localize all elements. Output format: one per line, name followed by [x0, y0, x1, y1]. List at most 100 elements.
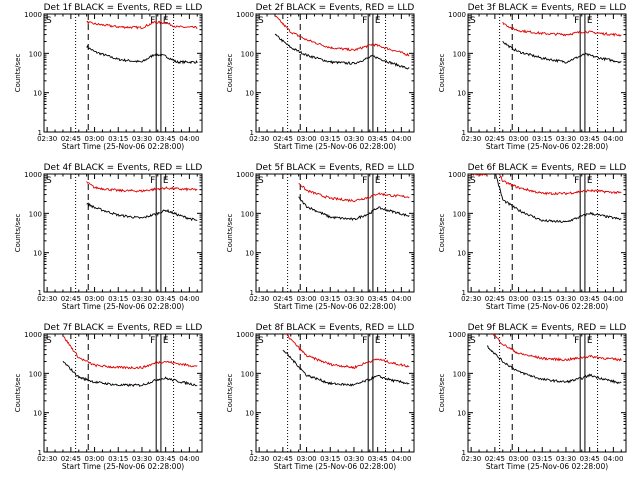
marker-s: S [470, 16, 476, 26]
y-tick-label: 100 [29, 50, 42, 58]
x-tick-label: 04:00 [179, 295, 199, 303]
events-series-line [62, 360, 198, 388]
x-tick-label: 04:00 [391, 455, 411, 463]
y-tick-label: 10 [457, 90, 466, 98]
x-tick-label: 03:00 [296, 295, 316, 303]
x-tick-label: 03:00 [84, 295, 104, 303]
lld-series-line [86, 20, 198, 30]
plot-frame [255, 333, 415, 453]
x-axis-label: Start Time (25-Nov-06 02:28:00) [274, 462, 396, 471]
marker-e: E [163, 16, 169, 26]
marker-e: E [375, 16, 381, 26]
y-tick-label: 1 [250, 289, 254, 297]
x-tick-label: 02:30 [37, 135, 57, 143]
y-tick-label: 1 [250, 129, 254, 137]
x-tick-label: 02:45 [485, 455, 505, 463]
y-tick-label: 100 [29, 210, 42, 218]
x-axis-label: Start Time (25-Nov-06 02:28:00) [486, 142, 608, 151]
lld-series-line [62, 335, 198, 370]
marker-f: F [574, 336, 579, 346]
panel-3: Det 3f BLACK = Events, RED = LLD 1 10 100 10… [438, 3, 627, 151]
y-tick-label: 1000 [24, 171, 42, 179]
x-tick-label: 03:15 [108, 295, 128, 303]
x-tick-label: 04:00 [603, 135, 623, 143]
y-tick-label: 1000 [448, 11, 466, 19]
events-series-line [502, 40, 622, 64]
y-tick-label: 10 [457, 410, 466, 418]
x-tick-label: 03:30 [556, 455, 576, 463]
y-tick-label: 1 [38, 449, 42, 457]
events-series-line [486, 345, 622, 385]
x-axis-label: Start Time (25-Nov-06 02:28:00) [62, 462, 184, 471]
marker-e: E [163, 336, 169, 346]
y-tick-label: 100 [453, 370, 466, 378]
y-axis-label: Counts/sec [438, 374, 446, 413]
panel-6: Det 6f BLACK = Events, RED = LLD 1 10 100 10… [438, 163, 627, 311]
marker-e: E [587, 16, 593, 26]
x-tick-label: 03:00 [296, 455, 316, 463]
x-tick-label: 02:45 [61, 135, 81, 143]
x-tick-label: 03:30 [556, 295, 576, 303]
marker-f: F [574, 176, 579, 186]
panel-9: Det 9f BLACK = Events, RED = LLD 1 10 100 10… [438, 323, 627, 471]
panel-title: Det 1f BLACK = Events, RED = LLD [44, 3, 203, 13]
lld-series-line [492, 334, 622, 362]
y-tick-label: 1 [38, 129, 42, 137]
y-tick-label: 10 [33, 90, 42, 98]
y-tick-label: 1 [250, 449, 254, 457]
y-tick-label: 1000 [448, 171, 466, 179]
marker-f: F [362, 336, 367, 346]
x-tick-label: 03:45 [580, 135, 600, 143]
x-tick-label: 03:30 [344, 455, 364, 463]
marker-f: F [150, 16, 155, 26]
y-tick-label: 10 [245, 250, 254, 258]
events-series-line [86, 202, 198, 222]
events-series-line [274, 33, 410, 70]
y-tick-label: 100 [453, 210, 466, 218]
x-tick-label: 03:45 [156, 295, 176, 303]
panel-2: Det 2f BLACK = Events, RED = LLD 1 10 100 10… [226, 3, 415, 151]
x-tick-label: 03:15 [108, 455, 128, 463]
x-tick-label: 02:30 [461, 135, 481, 143]
y-tick-label: 1 [38, 289, 42, 297]
x-tick-label: 02:30 [461, 295, 481, 303]
panel-8: Det 8f BLACK = Events, RED = LLD 1 10 100 10… [226, 323, 415, 471]
marker-f: F [362, 176, 367, 186]
x-tick-label: 03:15 [532, 295, 552, 303]
x-axis-label: Start Time (25-Nov-06 02:28:00) [62, 142, 184, 151]
y-tick-label: 10 [245, 410, 254, 418]
x-tick-label: 03:45 [368, 295, 388, 303]
x-tick-label: 02:45 [273, 135, 293, 143]
x-tick-label: 04:00 [603, 455, 623, 463]
x-tick-label: 03:30 [344, 295, 364, 303]
x-tick-label: 03:15 [320, 295, 340, 303]
x-tick-label: 03:30 [344, 135, 364, 143]
x-tick-label: 02:30 [249, 455, 269, 463]
marker-s: S [258, 176, 264, 186]
y-tick-label: 1 [462, 449, 466, 457]
marker-s: S [46, 336, 52, 346]
x-tick-label: 03:00 [84, 455, 104, 463]
x-tick-label: 03:30 [132, 135, 152, 143]
marker-e: E [163, 176, 169, 186]
x-tick-label: 02:45 [61, 295, 81, 303]
y-tick-label: 1 [462, 129, 466, 137]
y-tick-label: 100 [453, 50, 466, 58]
x-tick-label: 02:30 [37, 295, 57, 303]
y-tick-label: 1000 [24, 11, 42, 19]
y-axis-label: Counts/sec [14, 374, 22, 413]
lld-series-line [285, 334, 410, 369]
x-tick-label: 03:15 [532, 455, 552, 463]
x-tick-label: 02:30 [461, 455, 481, 463]
marker-s: S [258, 16, 264, 26]
x-tick-label: 03:30 [556, 135, 576, 143]
marker-s: S [470, 176, 476, 186]
y-axis-label: Counts/sec [226, 374, 234, 413]
y-tick-label: 10 [245, 90, 254, 98]
y-tick-label: 100 [241, 370, 254, 378]
panel-5: Det 5f BLACK = Events, RED = LLD 1 10 100 10… [226, 163, 415, 311]
lld-series-line [502, 21, 622, 37]
panel-title: Det 9f BLACK = Events, RED = LLD [468, 323, 627, 333]
x-axis-label: Start Time (25-Nov-06 02:28:00) [62, 302, 184, 311]
panel-title: Det 6f BLACK = Events, RED = LLD [468, 163, 627, 173]
